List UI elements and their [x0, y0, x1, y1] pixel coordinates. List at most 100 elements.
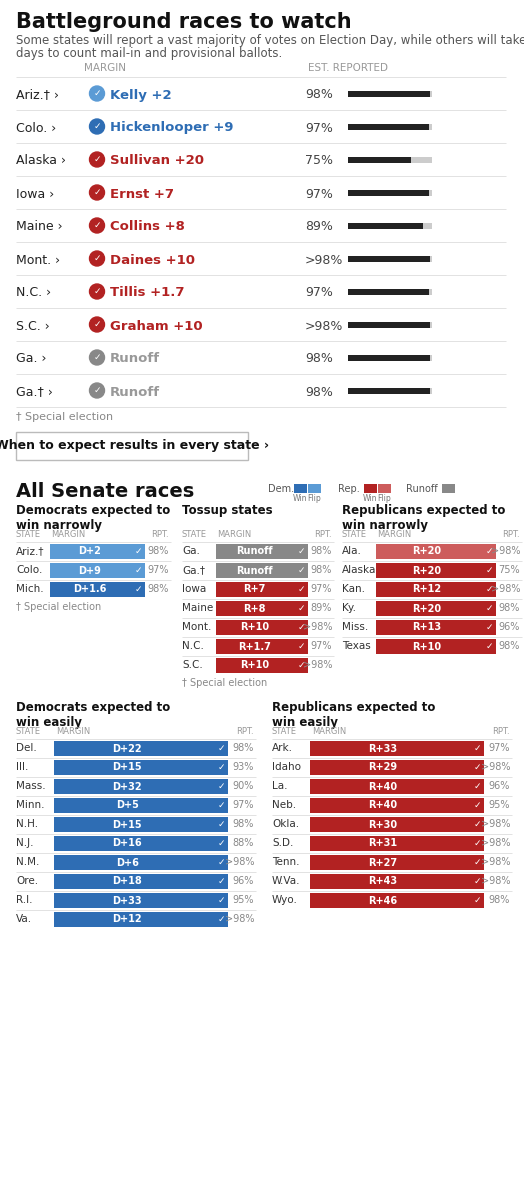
Text: Runoff: Runoff: [236, 565, 273, 576]
Bar: [54, 836, 228, 851]
Text: >98%: >98%: [481, 762, 510, 772]
Text: D+5: D+5: [116, 800, 138, 810]
Text: Minn.: Minn.: [16, 800, 45, 810]
Bar: [348, 90, 432, 96]
Text: MARGIN: MARGIN: [377, 530, 411, 539]
Bar: [16, 432, 248, 460]
Text: ✓: ✓: [486, 584, 493, 594]
Text: ✓: ✓: [486, 547, 493, 556]
Text: ✓: ✓: [474, 858, 481, 866]
Text: Ga. ›: Ga. ›: [16, 353, 47, 366]
Text: Ariz.†: Ariz.†: [16, 546, 45, 556]
Text: Ore.: Ore.: [16, 876, 38, 886]
Text: 98%: 98%: [311, 565, 332, 575]
Text: 95%: 95%: [488, 800, 510, 810]
Text: ✓: ✓: [93, 386, 101, 395]
Text: ✓: ✓: [135, 547, 142, 556]
Text: R+20: R+20: [412, 565, 441, 576]
Text: ✓: ✓: [474, 839, 481, 848]
Text: Flip: Flip: [307, 494, 321, 503]
Text: D+12: D+12: [112, 914, 142, 924]
Text: STATE: STATE: [342, 530, 367, 539]
Circle shape: [90, 86, 104, 101]
Text: D+16: D+16: [112, 839, 142, 848]
Text: ✓: ✓: [474, 820, 481, 829]
Text: ✓: ✓: [486, 566, 493, 575]
Text: R+10: R+10: [240, 623, 269, 632]
Text: R+12: R+12: [412, 584, 441, 594]
Text: ✓: ✓: [217, 858, 225, 866]
Bar: [216, 638, 308, 654]
Text: S.C.: S.C.: [182, 660, 203, 670]
Bar: [294, 484, 307, 493]
Bar: [376, 620, 496, 635]
Text: >98%: >98%: [490, 584, 520, 594]
Text: R+8: R+8: [243, 604, 266, 613]
Text: ✓: ✓: [93, 122, 101, 131]
Text: R+43: R+43: [368, 876, 398, 887]
Circle shape: [90, 350, 104, 365]
Text: ✓: ✓: [135, 584, 142, 594]
Text: Alaska: Alaska: [342, 565, 376, 575]
Text: N.C.: N.C.: [182, 641, 204, 650]
Text: >98%: >98%: [481, 818, 510, 829]
Bar: [310, 779, 484, 794]
Text: R+40: R+40: [368, 800, 398, 810]
Text: Sullivan +20: Sullivan +20: [110, 155, 204, 168]
Text: R+31: R+31: [368, 839, 398, 848]
Text: ✓: ✓: [298, 604, 305, 613]
Text: D+18: D+18: [112, 876, 142, 887]
Text: RPT.: RPT.: [151, 530, 169, 539]
Text: Republicans expected to
win narrowly: Republicans expected to win narrowly: [342, 504, 505, 532]
Text: Iowa ›: Iowa ›: [16, 187, 54, 200]
Text: >98%: >98%: [302, 622, 332, 632]
Bar: [310, 893, 484, 908]
Text: days to count mail-in and provisional ballots.: days to count mail-in and provisional ba…: [16, 47, 282, 60]
Text: STATE: STATE: [16, 727, 41, 736]
Bar: [442, 484, 455, 493]
Bar: [348, 322, 430, 328]
Text: R+29: R+29: [368, 762, 398, 773]
Text: Collins +8: Collins +8: [110, 221, 185, 234]
Text: Democrats expected to
win easily: Democrats expected to win easily: [16, 701, 170, 728]
Text: >98%: >98%: [490, 546, 520, 556]
Text: 98%: 98%: [499, 602, 520, 613]
Text: Kan.: Kan.: [342, 584, 365, 594]
Text: D+33: D+33: [112, 895, 142, 906]
Text: R+10: R+10: [412, 642, 441, 652]
Text: >98%: >98%: [481, 876, 510, 886]
Bar: [348, 288, 430, 294]
Text: 96%: 96%: [488, 781, 510, 791]
Circle shape: [90, 185, 104, 200]
Text: When to expect results in every state ›: When to expect results in every state ›: [0, 439, 269, 452]
Text: 97%: 97%: [233, 800, 254, 810]
Text: ✓: ✓: [474, 802, 481, 810]
Text: ✓: ✓: [135, 566, 142, 575]
Bar: [54, 912, 228, 926]
Text: Idaho: Idaho: [272, 762, 301, 772]
Text: R+1.7: R+1.7: [238, 642, 271, 652]
Text: Republicans expected to
win easily: Republicans expected to win easily: [272, 701, 435, 728]
Text: Iowa: Iowa: [182, 584, 206, 594]
Text: ✓: ✓: [298, 584, 305, 594]
Text: Texas: Texas: [342, 641, 371, 650]
Text: ✓: ✓: [298, 642, 305, 650]
Text: STATE: STATE: [16, 530, 41, 539]
Text: D+1.6: D+1.6: [73, 584, 106, 594]
Text: Wyo.: Wyo.: [272, 895, 298, 905]
Bar: [376, 582, 496, 596]
Bar: [376, 544, 496, 559]
Bar: [348, 124, 432, 130]
Bar: [50, 582, 145, 596]
Text: ✓: ✓: [217, 896, 225, 905]
Text: MARGIN: MARGIN: [56, 727, 90, 736]
Text: R+40: R+40: [368, 781, 398, 792]
Text: Mont.: Mont.: [182, 622, 211, 632]
Text: MARGIN: MARGIN: [84, 62, 126, 73]
Text: Mass.: Mass.: [16, 781, 46, 791]
Bar: [348, 354, 432, 360]
Text: >98%: >98%: [305, 319, 343, 332]
Text: 98%: 98%: [499, 641, 520, 650]
Bar: [310, 798, 484, 814]
Text: R+46: R+46: [368, 895, 398, 906]
